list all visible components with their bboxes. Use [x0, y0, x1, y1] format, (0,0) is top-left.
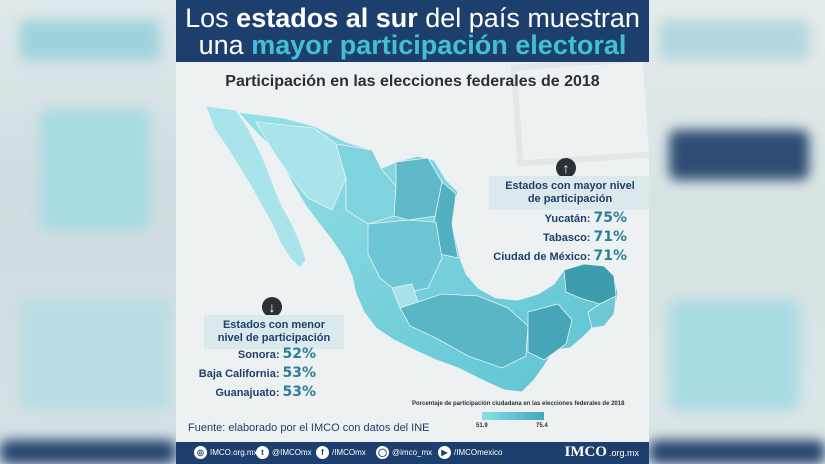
arrow-down-icon: ↓ — [262, 297, 282, 317]
legend-title: Porcentaje de participación ciudadana en… — [412, 401, 625, 407]
low-participation-title: Estados con menor nivel de participación — [204, 315, 344, 349]
headline-banner: Los estados al sur del país muestran una… — [176, 0, 649, 62]
headline-text: Los — [185, 3, 237, 33]
blurred-shape — [40, 110, 150, 230]
blurred-shape — [0, 440, 176, 464]
state-quintana-roo — [587, 295, 617, 329]
stat-value: 52% — [282, 346, 316, 362]
legend-gradient-bar — [482, 412, 544, 420]
stat-value: 53% — [282, 384, 316, 400]
footer-youtube[interactable]: ▶/IMCOmexico — [438, 446, 502, 459]
facebook-icon: f — [316, 446, 329, 459]
headline-line-2: una mayor participación electoral — [176, 30, 649, 60]
headline-text: una — [198, 30, 252, 60]
low-title-line-1: Estados con menor — [222, 319, 326, 331]
southern-states — [399, 293, 529, 369]
instagram-icon: ◯ — [376, 446, 389, 459]
source-note: Fuente: elaborado por el IMCO con datos … — [188, 422, 430, 434]
high-title-line-1: Estados con mayor nivel — [505, 180, 635, 192]
footer-facebook-text: /IMCOmx — [332, 448, 366, 457]
blurred-background-left — [0, 0, 176, 464]
footer-twitter[interactable]: t @IMCOmx — [256, 446, 312, 459]
stat-label: Baja California: — [198, 368, 280, 380]
stat-label: Ciudad de México: — [493, 251, 591, 263]
blurred-background-right — [649, 0, 825, 464]
low-title-line-2: nivel de participación — [217, 332, 331, 344]
state-sonora — [255, 121, 347, 211]
headline-line-1: Los estados al sur del país muestran — [176, 3, 649, 33]
twitter-icon: t — [256, 446, 269, 459]
footer-website-text: IMCO.org.mx — [210, 448, 258, 457]
low-stat-guanajuato: Guanajuato: 53% — [215, 384, 316, 400]
high-title-line-2: de participación — [527, 193, 613, 205]
legend-max: 75.4 — [536, 423, 548, 429]
stat-label: Guanajuato: — [215, 387, 280, 399]
blurred-shape — [659, 20, 809, 60]
footer-instagram-text: @imco_mx — [392, 448, 433, 457]
footer-instagram[interactable]: ◯ @imco_mx — [376, 446, 432, 459]
low-stat-sonora: Sonora: 52% — [238, 346, 316, 362]
brand-domain: .org.mx — [608, 448, 639, 458]
footer-twitter-text: @IMCOmx — [272, 448, 312, 457]
headline-text: del país muestran — [417, 3, 640, 33]
stat-value: 71% — [593, 248, 627, 264]
globe-icon: ◎ — [194, 446, 207, 459]
headline-accent: mayor participación electoral — [251, 30, 627, 60]
arrow-up-icon: ↑ — [556, 158, 576, 178]
legend-min: 51.9 — [476, 423, 488, 429]
high-stat-tabasco: Tabasco: 71% — [543, 229, 627, 245]
stat-label: Tabasco: — [543, 232, 591, 244]
footer-facebook[interactable]: f/IMCOmx — [316, 446, 366, 459]
state-coahuila — [393, 157, 443, 221]
footer-bar: ◎ IMCO.org.mx t @IMCOmx f/IMCOmx ◯ @imco_mx… — [176, 442, 649, 464]
stat-label: Sonora: — [237, 349, 280, 361]
mexico-choropleth-map — [205, 105, 619, 393]
youtube-icon: ▶ — [438, 446, 451, 459]
headline-bold: estados al sur — [236, 3, 418, 33]
high-stat-cdmx: Ciudad de México: 71% — [493, 248, 627, 264]
low-stat-baja-california: Baja California: 53% — [199, 365, 316, 381]
blurred-shape — [669, 300, 799, 410]
brand-name: IMCO — [564, 444, 607, 460]
infographic-card: Los estados al sur del país muestran una… — [176, 0, 649, 464]
blurred-shape — [20, 20, 160, 60]
state-tabasco-chiapas — [527, 303, 573, 361]
footer-website[interactable]: ◎ IMCO.org.mx — [194, 446, 258, 459]
high-stat-yucatan: Yucatán: 75% — [545, 210, 627, 226]
stat-value: 75% — [593, 210, 627, 226]
imco-logo: IMCO .org.mx — [564, 444, 639, 461]
blurred-shape — [20, 300, 170, 410]
central-states — [367, 219, 443, 295]
stat-value: 71% — [593, 229, 627, 245]
blurred-shape — [669, 130, 809, 180]
stat-value: 53% — [282, 365, 316, 381]
high-participation-title: Estados con mayor nivel de participación — [489, 176, 649, 210]
stat-label: Yucatán: — [544, 213, 591, 225]
baja-california-peninsula — [205, 105, 307, 269]
footer-youtube-text: /IMCOmexico — [454, 448, 503, 457]
blurred-shape — [649, 440, 825, 464]
map-title: Participación en las elecciones federale… — [225, 73, 600, 90]
